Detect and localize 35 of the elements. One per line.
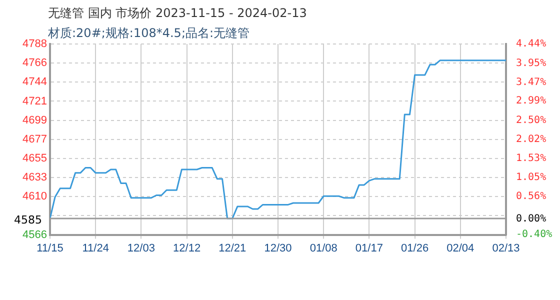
ref-line-label: 4585	[14, 213, 42, 226]
y2-tick-label: -0.40%	[516, 229, 552, 240]
y-tick-label: 4633	[22, 172, 47, 184]
y-tick-label: 4699	[22, 114, 47, 126]
y2-tick-label: 1.53%	[516, 153, 546, 164]
chart-title: 无缝管 国内 市场价 2023-11-15 - 2024-02-13	[48, 5, 307, 22]
y2-tick-label: 1.05%	[516, 172, 546, 183]
x-tick-label: 01/17	[355, 242, 383, 254]
x-tick-label: 12/21	[218, 242, 246, 254]
y2-tick-label: 4.44%	[516, 38, 546, 50]
y2-tick-label: 2.02%	[516, 134, 546, 145]
y-tick-label: 4744	[22, 76, 47, 88]
x-tick-label: 01/26	[401, 242, 429, 254]
x-tick-label: 12/12	[173, 242, 201, 254]
y2-tick-label: 0.56%	[516, 191, 546, 202]
y2-tick-label: 2.50%	[516, 114, 546, 126]
x-tick-label: 01/08	[310, 242, 338, 254]
x-tick-label: 12/30	[264, 242, 292, 254]
chart-subtitle: 材质:20#;规格:108*4.5;品名:无缝管	[48, 25, 250, 42]
y-tick-label: 4610	[22, 190, 47, 203]
y2-tick-label: 3.47%	[516, 76, 546, 88]
y-tick-label: 4721	[22, 95, 47, 108]
y2-tick-label: 2.99%	[516, 96, 546, 107]
x-tick-label: 12/03	[127, 242, 155, 254]
y-tick-label: 4655	[22, 152, 47, 165]
y-tick-label: 4766	[22, 57, 47, 70]
x-tick-label: 02/04	[446, 242, 474, 254]
y-tick-label: 4566	[22, 228, 47, 241]
x-tick-label: 02/13	[492, 242, 520, 254]
y-tick-label: 4677	[22, 133, 47, 146]
y2-tick-label: 3.95%	[516, 58, 546, 69]
y2-tick-label: 0.00%	[516, 213, 546, 224]
x-tick-label: 11/24	[82, 242, 109, 254]
x-tick-label: 11/15	[36, 242, 64, 254]
y-tick-label: 4788	[22, 38, 47, 50]
